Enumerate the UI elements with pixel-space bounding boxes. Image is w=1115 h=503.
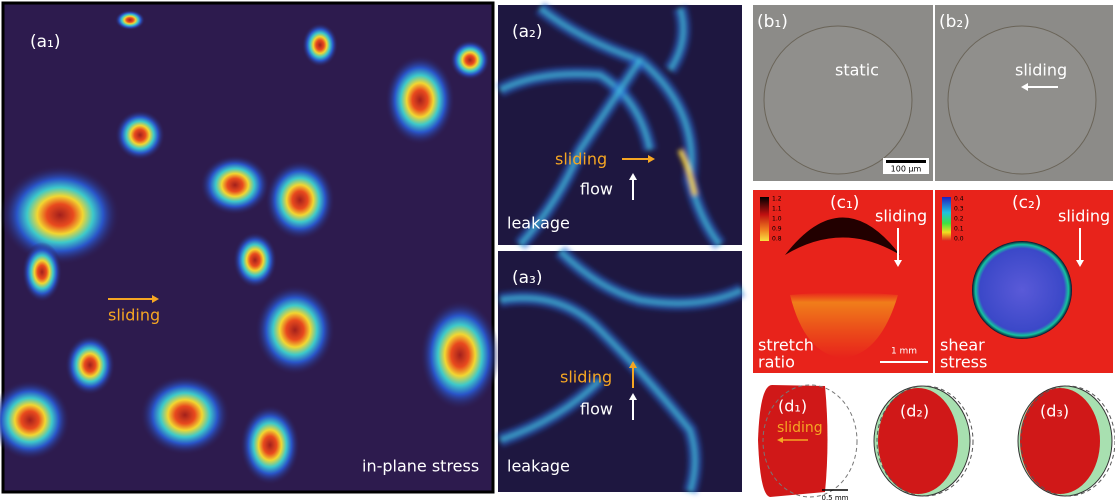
colorbar — [942, 197, 951, 241]
stress-patch — [420, 300, 500, 410]
stress-patch — [255, 285, 335, 375]
scale-bar — [886, 160, 926, 163]
stress-patch — [140, 375, 230, 455]
stress-patch — [200, 155, 270, 215]
scale-label: 0.5 mm — [822, 494, 849, 502]
stress-patch — [0, 380, 70, 460]
arrowhead — [894, 260, 902, 267]
scale-label: 1 mm — [891, 347, 917, 357]
tension-zone — [790, 292, 898, 358]
contact-circle — [947, 25, 1097, 175]
arrowhead — [1076, 260, 1084, 267]
flow-channel-core — [499, 378, 602, 442]
colorbar-tick-label: 0.2 — [954, 216, 964, 223]
flow-channel-core — [668, 7, 686, 72]
outline — [762, 384, 858, 498]
contact-shape — [878, 388, 958, 494]
colorbar-tick-label: 1.1 — [772, 206, 782, 213]
sliding-label: sliding — [555, 150, 607, 169]
panel-label: (a₂) — [512, 22, 543, 42]
state-label: sliding — [1015, 61, 1067, 80]
arrowhead — [1021, 83, 1028, 91]
flow-label: flow — [580, 180, 613, 199]
compression-zone — [785, 217, 900, 255]
contact-shape — [758, 385, 828, 497]
caption: in-plane stress — [362, 457, 479, 476]
contact-disk — [972, 241, 1072, 339]
sliding-label: sliding — [875, 207, 927, 226]
flow-label: flow — [580, 400, 613, 419]
colorbar-tick-label: 0.0 — [954, 236, 964, 243]
arrowhead — [629, 173, 637, 180]
caption: shear — [940, 336, 985, 355]
sliding-label: sliding — [1058, 207, 1110, 226]
scale-label: 100 µm — [891, 165, 922, 174]
flow-channels — [496, 2, 746, 495]
caption: stretch — [758, 336, 814, 355]
sliding-label: sliding — [560, 368, 612, 387]
colorbar-tick-label: 0.8 — [772, 236, 782, 243]
arrowhead — [152, 295, 159, 303]
stress-patch — [115, 10, 145, 30]
state-label: static — [835, 61, 879, 80]
outline — [876, 385, 974, 497]
arrowhead — [629, 393, 637, 400]
colorbar-tick-label: 0.1 — [954, 226, 964, 233]
panel-label: (a₃) — [512, 268, 543, 288]
colorbar-tick-label: 1.2 — [772, 196, 782, 203]
colorbar-tick-label: 1.0 — [772, 216, 782, 223]
stress-patch — [22, 242, 62, 302]
stress-patch — [302, 23, 338, 67]
contact-shape — [1020, 388, 1100, 494]
stress-patch — [265, 160, 335, 240]
flow-channel-core — [558, 249, 743, 306]
stress-patch — [115, 110, 165, 160]
colorbar — [760, 197, 769, 241]
panel-label: (c₂) — [1012, 193, 1041, 213]
flow-channel-core — [499, 296, 697, 493]
panel-label: (a₁) — [30, 32, 61, 52]
colorbar-ticks: 1.2 1.1 1.0 0.9 0.8 — [772, 196, 782, 243]
flow-hotspot — [677, 148, 698, 196]
panel-label: (d₃) — [1040, 402, 1069, 421]
caption: ratio — [758, 353, 795, 372]
flow-channel-core — [499, 72, 652, 151]
colorbar-ticks: 0.4 0.3 0.2 0.1 0.0 — [954, 196, 964, 243]
sliding-label: sliding — [108, 306, 160, 325]
caption: leakage — [507, 214, 570, 233]
panel-label: (d₂) — [900, 402, 929, 421]
stress-patch — [385, 55, 455, 145]
colorbar-tick-label: 0.3 — [954, 206, 964, 213]
panel-label: (d₁) — [778, 397, 807, 416]
caption: leakage — [507, 457, 570, 476]
stress-patch — [233, 232, 277, 288]
panel-label: (c₁) — [830, 193, 859, 213]
colorbar-tick-label: 0.4 — [954, 196, 964, 203]
outline — [1020, 385, 1115, 497]
arrowhead — [777, 437, 783, 443]
stress-patch — [65, 335, 115, 395]
stress-patch — [450, 40, 490, 80]
stress-patch — [0, 165, 120, 265]
stress-patch — [240, 405, 300, 485]
colorbar-tick-label: 0.9 — [772, 226, 782, 233]
flow-channel-core — [518, 58, 642, 247]
caption: stress — [940, 353, 987, 372]
contact-circle — [763, 25, 913, 175]
arrowhead — [629, 361, 637, 368]
panel-label: (b₁) — [757, 12, 788, 32]
arrowhead — [648, 155, 655, 163]
panel-label: (b₂) — [939, 12, 970, 32]
flow-channel-core — [538, 6, 722, 247]
sliding-label: sliding — [777, 420, 823, 436]
stress-patches — [0, 10, 500, 485]
